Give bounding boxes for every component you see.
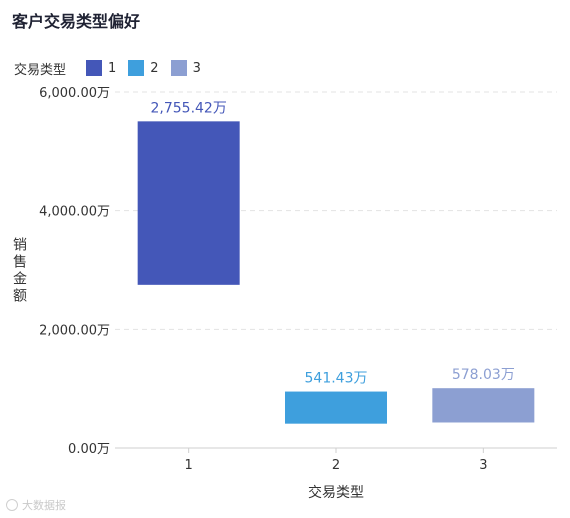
data-label-3: 578.03万	[452, 367, 515, 383]
legend: 交易类型 1 2 3	[14, 58, 213, 78]
x-tick-labels: 1 2 3	[185, 448, 487, 473]
data-label-1: 2,755.42万	[150, 100, 226, 116]
legend-swatch-1	[86, 60, 103, 76]
x-tick-label-2: 3	[479, 458, 487, 473]
legend-swatch-3	[170, 60, 187, 76]
y-axis-label: 销售金额	[13, 238, 27, 305]
y-tick-label-1: 2,000.00万	[39, 323, 110, 338]
y-tick-label-0: 0.00万	[68, 442, 110, 457]
chart-title: 客户交易类型偏好	[12, 12, 141, 31]
legend-label-3: 3	[192, 60, 201, 76]
bar-1[interactable]	[137, 121, 240, 285]
x-tick-label-1: 2	[332, 458, 340, 473]
legend-swatch-2	[128, 60, 145, 76]
y-tick-label-2: 4,000.00万	[39, 205, 110, 220]
watermark-icon	[6, 499, 18, 511]
data-label-2: 541.43万	[305, 371, 368, 387]
watermark: 大数据报	[6, 497, 66, 513]
data-labels: 2,755.42万 541.43万 578.03万	[150, 100, 514, 386]
y-tick-labels: 0.00万 2,000.00万 4,000.00万 6,000.00万	[39, 86, 110, 457]
x-axis-label: 交易类型	[308, 484, 364, 501]
bar-3[interactable]	[432, 388, 535, 423]
legend-label-1: 1	[108, 60, 117, 76]
watermark-text: 大数据报	[22, 499, 66, 512]
legend-item-3[interactable]: 3	[170, 60, 201, 76]
legend-item-2[interactable]: 2	[128, 60, 159, 76]
y-tick-label-3: 6,000.00万	[39, 86, 110, 101]
bar-2[interactable]	[285, 391, 387, 424]
legend-item-1[interactable]: 1	[86, 60, 116, 76]
legend-label-2: 2	[150, 60, 159, 76]
x-tick-label-0: 1	[185, 458, 193, 473]
legend-title: 交易类型	[14, 62, 67, 78]
bars	[137, 121, 535, 424]
